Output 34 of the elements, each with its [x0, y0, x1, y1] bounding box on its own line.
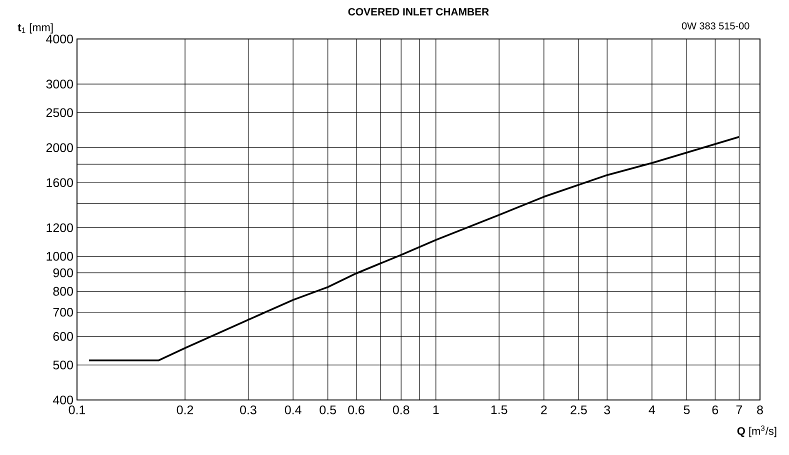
x-tick-label: 0.1	[68, 406, 86, 414]
y-tick-label: 400	[52, 396, 73, 404]
y-tick-label: 1000	[46, 252, 73, 261]
x-tick-label: 4	[648, 405, 656, 414]
y-tick-label: 600	[53, 332, 73, 341]
x-tick-label: 1	[433, 405, 439, 414]
chart-title: COVERED INLET CHAMBER	[348, 8, 489, 16]
x-tick-label: 2.5	[570, 406, 587, 414]
x-tick-label: 1.5	[491, 405, 508, 414]
y-tick-label: 3000	[46, 80, 73, 88]
y-tick-label: 900	[53, 268, 73, 278]
y-tick-label: 800	[53, 286, 73, 296]
text: 0W 383 515-00	[682, 22, 750, 30]
x-tick-label: 0.4	[284, 406, 302, 414]
x-tick-label: 3	[604, 406, 610, 414]
x-tick-label: 0.5	[320, 406, 336, 414]
x-tick-label: 2	[541, 406, 547, 414]
y-tick-label: 1600	[46, 178, 73, 188]
x-tick-label: 0.3	[240, 406, 256, 414]
x-tick-label: 0.8	[392, 406, 410, 414]
y-tick-label: 1200	[46, 223, 73, 232]
y-tick-label: 500	[53, 360, 73, 370]
x-tick-label: 0.2	[176, 406, 194, 414]
x-axis-title: Q [m$^{3}$/s]	[737, 425, 776, 438]
x-tick-label: 0.6	[348, 406, 364, 414]
x-tick-label: 6	[712, 406, 718, 414]
y-tick-label: 2000	[46, 143, 73, 152]
y-axis-title: t$_{1}$ [mm]	[18, 23, 53, 34]
x-tick-label: 5	[684, 405, 690, 414]
y-tick-label: 4000	[46, 34, 73, 44]
y-tick-label: 700	[53, 308, 73, 317]
x-tick-label: 7	[736, 405, 742, 414]
y-tick-label: 2500	[46, 108, 73, 118]
x-tick-label: 8	[757, 406, 763, 414]
